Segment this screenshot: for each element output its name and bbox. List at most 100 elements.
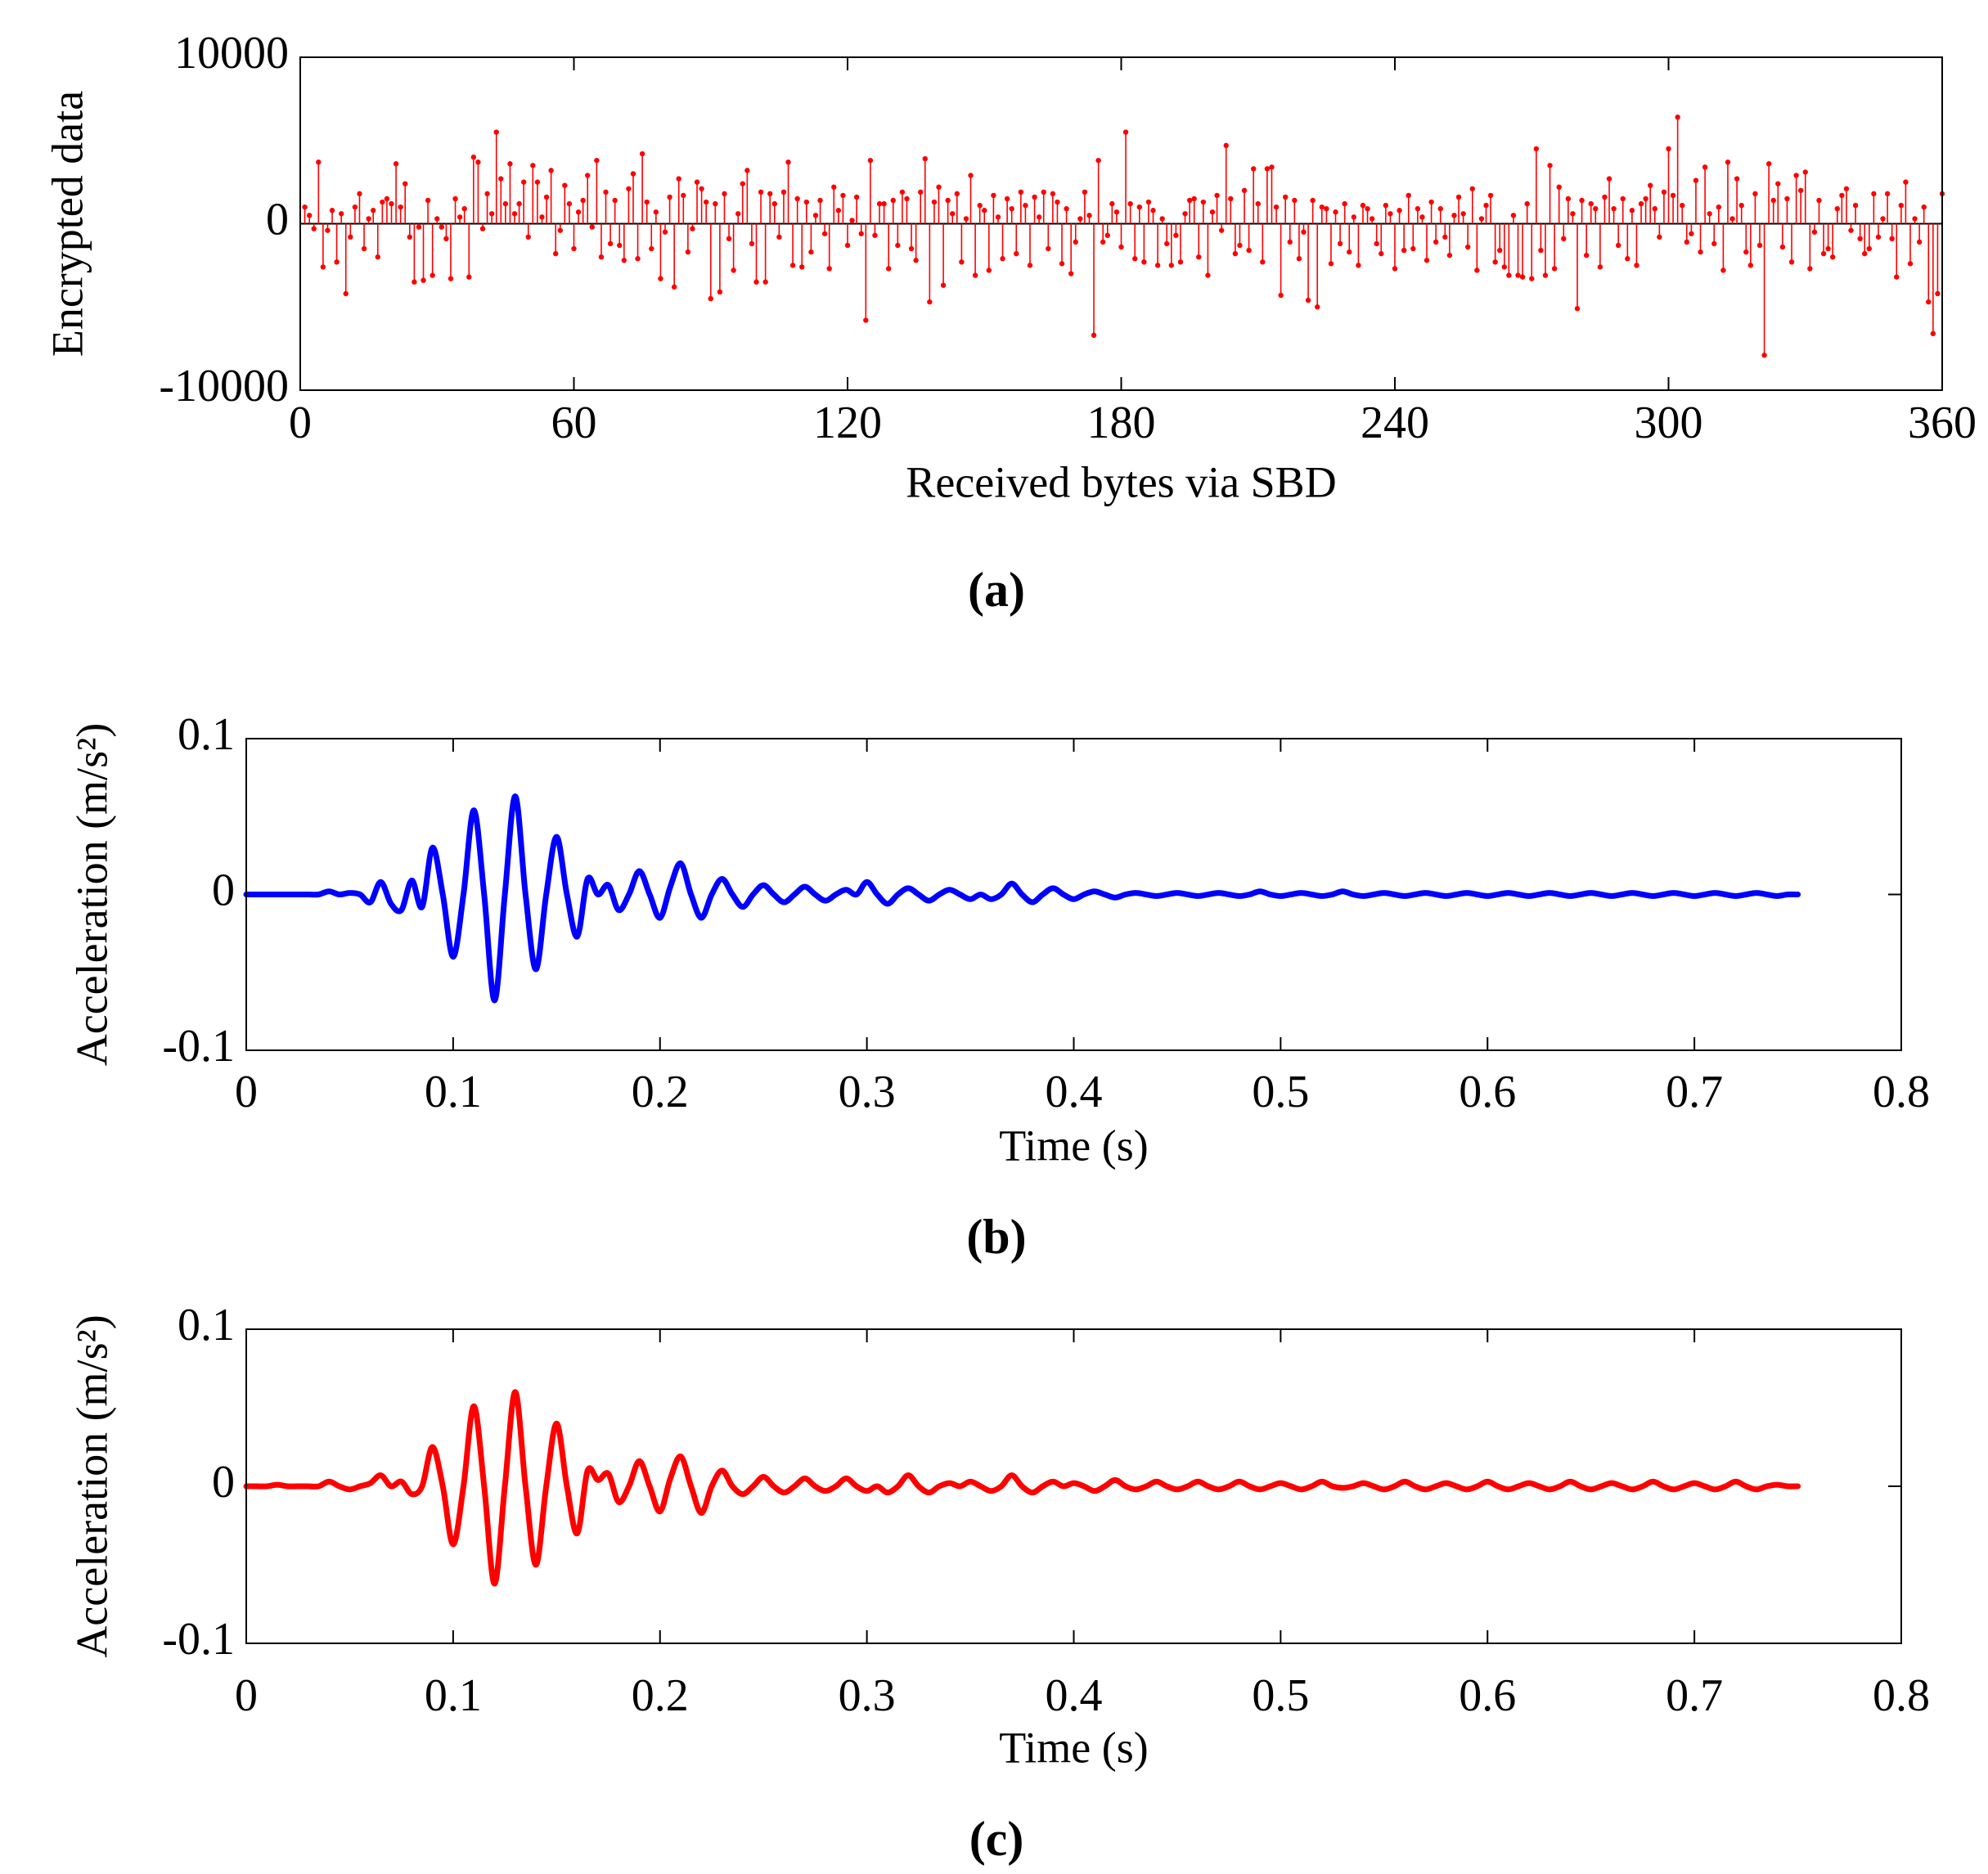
stem-marker bbox=[343, 290, 349, 297]
stem-marker bbox=[767, 191, 773, 197]
stem-marker bbox=[434, 216, 440, 222]
y-axis-label: Acceleration (m/s²) bbox=[67, 1314, 116, 1658]
stem-marker bbox=[771, 200, 777, 207]
stem-marker bbox=[543, 194, 550, 200]
stem-marker bbox=[1638, 200, 1644, 207]
stem-marker bbox=[1670, 192, 1676, 199]
stem-marker bbox=[1278, 292, 1284, 299]
stem-marker bbox=[507, 161, 513, 167]
stem-marker bbox=[348, 234, 353, 240]
stem-marker bbox=[603, 189, 609, 195]
x-tick-label: 0.3 bbox=[839, 1670, 896, 1721]
stem-marker bbox=[899, 189, 906, 195]
x-axis-label: Received bytes via SBD bbox=[906, 457, 1336, 506]
x-tick-label: 0.2 bbox=[632, 1670, 689, 1721]
stem-marker bbox=[484, 191, 490, 197]
x-tick-label: 0.7 bbox=[1666, 1670, 1723, 1721]
stem-marker bbox=[1510, 213, 1517, 218]
stem-marker bbox=[1154, 263, 1161, 268]
stem-marker bbox=[1228, 195, 1234, 202]
x-tick-label: 240 bbox=[1361, 398, 1429, 448]
stem-marker bbox=[931, 199, 938, 205]
panel: 0 0.1 0.2 0.3 0.4 0.5 0.6 0.7 0.8-0.100.1Acceler… bbox=[67, 1300, 1930, 1866]
stem-marker bbox=[311, 226, 317, 231]
stem-marker bbox=[1469, 186, 1475, 191]
stem-marker bbox=[1524, 200, 1530, 207]
stem-marker bbox=[1209, 209, 1216, 215]
stem-marker bbox=[1551, 266, 1558, 272]
stem-marker bbox=[1136, 204, 1143, 210]
stem-marker bbox=[844, 242, 851, 249]
stem-marker bbox=[1880, 216, 1886, 222]
stem-marker bbox=[1689, 231, 1694, 236]
stem-marker bbox=[1492, 259, 1498, 265]
stem-marker bbox=[1196, 254, 1202, 260]
stem-marker bbox=[1597, 264, 1603, 270]
stem-marker bbox=[1606, 176, 1612, 182]
x-tick-label: 0.5 bbox=[1252, 1067, 1309, 1117]
stem-marker bbox=[1305, 297, 1311, 303]
stem-marker bbox=[1442, 234, 1448, 240]
stem-marker bbox=[443, 236, 449, 242]
stem-marker bbox=[799, 264, 805, 270]
x-tick-label: 0.6 bbox=[1459, 1067, 1516, 1117]
stem-marker bbox=[881, 200, 887, 207]
stem-marker bbox=[1356, 263, 1361, 268]
x-tick-label: 0.5 bbox=[1252, 1670, 1309, 1721]
stem-marker bbox=[1132, 256, 1138, 262]
stem-marker bbox=[1889, 236, 1895, 242]
stem-marker bbox=[1775, 181, 1781, 187]
stem-marker bbox=[421, 277, 426, 283]
stem-marker bbox=[831, 184, 837, 190]
stem-marker bbox=[1588, 200, 1594, 207]
stem-marker bbox=[1237, 242, 1243, 249]
plot-frame bbox=[245, 738, 1902, 1051]
stem-marker bbox=[1182, 211, 1188, 217]
stem-marker bbox=[430, 272, 435, 278]
stem-marker bbox=[1401, 247, 1407, 254]
stem-marker bbox=[1652, 205, 1657, 212]
stem-marker bbox=[1533, 146, 1540, 152]
stem-marker bbox=[626, 186, 632, 191]
stem-marker bbox=[1455, 194, 1462, 200]
stem-marker bbox=[1145, 199, 1152, 205]
stem-marker bbox=[1912, 216, 1918, 222]
stem-marker bbox=[1852, 202, 1859, 209]
stem-marker bbox=[1529, 276, 1535, 281]
stem-marker bbox=[589, 224, 595, 230]
stem-marker bbox=[475, 160, 481, 165]
stem-marker bbox=[338, 211, 344, 217]
stem-marker bbox=[1793, 173, 1799, 178]
stem-marker bbox=[890, 197, 896, 204]
stem-marker bbox=[1392, 266, 1398, 272]
y-tick-label: -10000 bbox=[159, 361, 289, 411]
plot-frame bbox=[245, 1328, 1902, 1644]
stem-marker bbox=[325, 227, 331, 233]
stem-marker bbox=[1023, 202, 1028, 209]
stem-marker bbox=[1884, 191, 1891, 197]
stem-marker bbox=[644, 199, 650, 205]
stem-marker bbox=[511, 211, 518, 217]
stem-marker bbox=[1625, 256, 1630, 262]
stem-marker bbox=[1059, 261, 1065, 267]
x-tick-label: 0.8 bbox=[1873, 1670, 1930, 1721]
stem-marker bbox=[1866, 245, 1872, 252]
x-axis-label: Time (s) bbox=[999, 1723, 1149, 1772]
stem-marker bbox=[717, 289, 723, 295]
stem-marker bbox=[1579, 197, 1585, 204]
line-series bbox=[243, 1389, 1801, 1587]
stem-marker bbox=[876, 200, 883, 207]
stem-marker bbox=[1041, 189, 1046, 195]
stem-marker bbox=[1807, 266, 1813, 272]
stem-marker bbox=[1862, 250, 1868, 257]
stem-marker bbox=[812, 213, 819, 218]
stem-marker bbox=[1073, 239, 1078, 245]
stem-marker bbox=[1379, 250, 1384, 257]
stem-marker bbox=[416, 224, 422, 230]
stem-marker bbox=[439, 224, 445, 230]
stem-marker bbox=[1547, 163, 1553, 169]
x-tick-label: 60 bbox=[551, 398, 597, 448]
stem-marker bbox=[1839, 192, 1845, 199]
stem-marker bbox=[1410, 245, 1416, 252]
